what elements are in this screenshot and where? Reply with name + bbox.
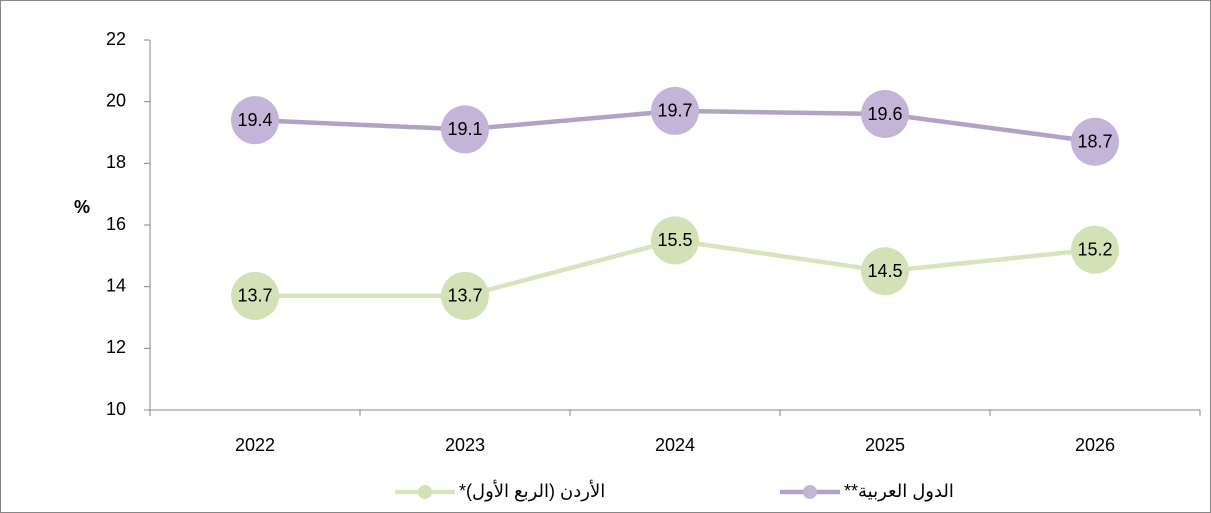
marker xyxy=(231,96,279,145)
marker xyxy=(651,216,699,265)
x-tick-label: 2022 xyxy=(235,435,275,455)
marker xyxy=(651,86,699,135)
data-label: 19.6 xyxy=(867,104,902,124)
marker xyxy=(1071,225,1119,274)
data-label: 15.5 xyxy=(657,230,692,250)
y-tick-label: 16 xyxy=(106,214,126,234)
data-label: 19.4 xyxy=(237,110,272,130)
legend-label: الدول العربية** xyxy=(844,481,954,502)
y-axis-label: % xyxy=(74,197,90,217)
marker xyxy=(861,247,909,296)
data-label: 13.7 xyxy=(237,286,272,306)
x-tick-label: 2023 xyxy=(445,435,485,455)
data-label: 19.7 xyxy=(657,101,692,121)
legend-label: الأردن (الربع الأول)* xyxy=(459,480,605,502)
marker xyxy=(861,90,909,138)
marker xyxy=(441,271,489,320)
marker xyxy=(231,271,279,320)
marker xyxy=(441,105,489,154)
x-tick-label: 2026 xyxy=(1075,435,1115,455)
y-tick-label: 22 xyxy=(106,29,126,49)
y-tick-label: 20 xyxy=(106,90,126,110)
data-label: 18.7 xyxy=(1077,132,1112,152)
legend-marker xyxy=(418,485,432,499)
data-label: 14.5 xyxy=(867,261,902,281)
y-tick-label: 14 xyxy=(106,275,126,295)
y-tick-label: 18 xyxy=(106,152,126,172)
y-tick-label: 12 xyxy=(106,337,126,357)
data-label: 13.7 xyxy=(447,286,482,306)
data-label: 15.2 xyxy=(1077,239,1112,259)
data-label: 19.1 xyxy=(447,119,482,139)
marker xyxy=(1071,117,1119,166)
legend-marker xyxy=(803,485,817,499)
x-tick-label: 2025 xyxy=(865,435,905,455)
y-tick-label: 10 xyxy=(106,399,126,419)
x-tick-label: 2024 xyxy=(655,435,695,455)
